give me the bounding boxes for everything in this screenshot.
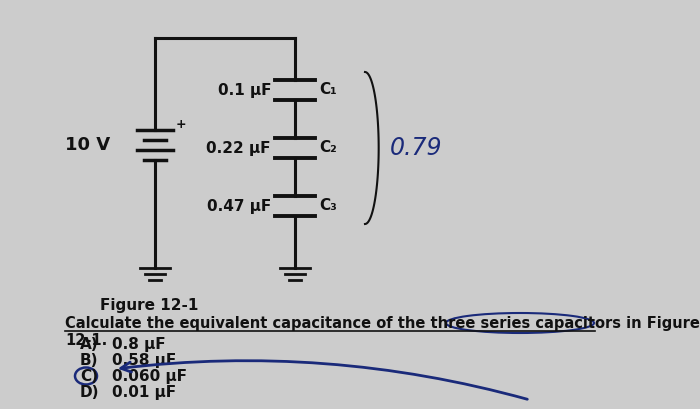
Text: 0.47 μF: 0.47 μF	[206, 198, 271, 213]
Text: A): A)	[80, 337, 99, 352]
Text: 0.58 μF: 0.58 μF	[112, 353, 176, 368]
Text: 0.060 μF: 0.060 μF	[112, 369, 187, 384]
Text: 0.22 μF: 0.22 μF	[206, 141, 271, 155]
Text: C): C)	[80, 369, 98, 384]
Text: +: +	[176, 119, 187, 132]
Text: C₁: C₁	[319, 83, 337, 97]
Text: 10 V: 10 V	[65, 136, 110, 154]
Text: 0.79: 0.79	[390, 136, 442, 160]
Text: 0.01 μF: 0.01 μF	[112, 385, 176, 400]
Text: C₃: C₃	[319, 198, 337, 213]
Text: 0.1 μF: 0.1 μF	[218, 83, 271, 97]
Text: C₂: C₂	[319, 141, 337, 155]
Text: 0.8 μF: 0.8 μF	[112, 337, 166, 352]
Text: Calculate the equivalent capacitance of the three series capacitors in Figure 12: Calculate the equivalent capacitance of …	[65, 316, 700, 348]
Text: D): D)	[80, 385, 99, 400]
Text: B): B)	[80, 353, 99, 368]
Text: Figure 12-1: Figure 12-1	[100, 298, 198, 313]
